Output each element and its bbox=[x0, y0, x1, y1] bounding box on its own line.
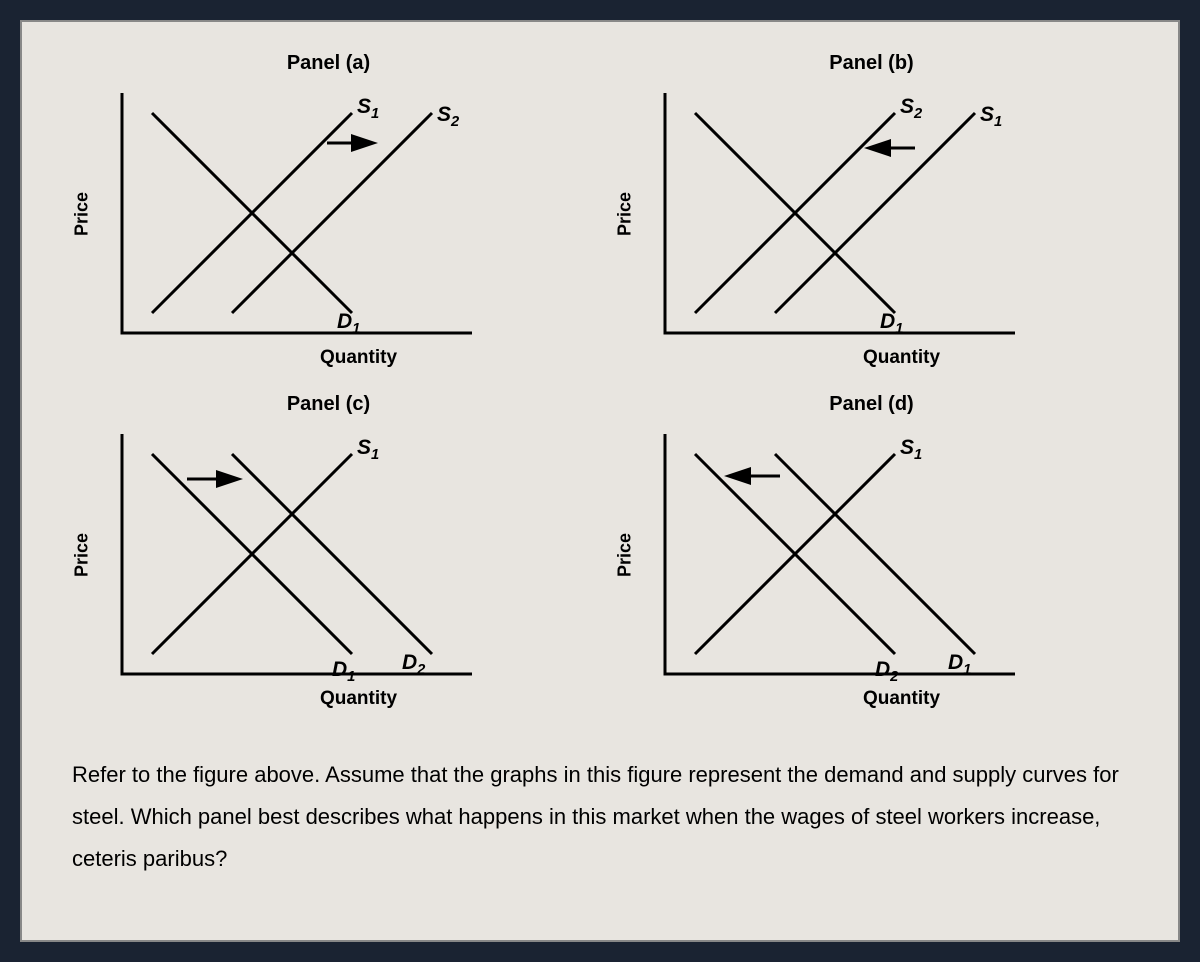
panel-a-xlabel: Quantity bbox=[132, 347, 585, 369]
panel-a-ylabel: Price bbox=[72, 191, 93, 235]
panel-c: Panel (c) Price S1 D1 D2 bbox=[72, 393, 585, 714]
svg-text:D2: D2 bbox=[402, 651, 426, 678]
svg-text:D1: D1 bbox=[880, 310, 903, 337]
panel-a: Panel (a) Price S1 bbox=[72, 52, 585, 373]
svg-text:S1: S1 bbox=[357, 95, 379, 122]
panel-c-xlabel: Quantity bbox=[132, 688, 585, 710]
svg-text:S1: S1 bbox=[980, 103, 1002, 130]
question-text: Refer to the figure above. Assume that t… bbox=[72, 754, 1128, 879]
panel-c-svg: S1 D1 D2 bbox=[72, 424, 492, 684]
panel-a-svg: S1 S2 D1 bbox=[72, 83, 492, 343]
panel-b-chart: Price S2 S1 D1 bbox=[615, 83, 1128, 373]
panel-b-xlabel: Quantity bbox=[675, 347, 1128, 369]
panel-d-xlabel: Quantity bbox=[675, 688, 1128, 710]
panel-d-chart: Price S1 D2 D1 bbox=[615, 424, 1128, 714]
panel-a-title: Panel (a) bbox=[72, 52, 585, 75]
panel-b: Panel (b) Price S2 S1 D1 bbox=[615, 52, 1128, 373]
svg-text:D1: D1 bbox=[337, 310, 360, 337]
panel-a-chart: Price S1 S2 bbox=[72, 83, 585, 373]
panel-b-title: Panel (b) bbox=[615, 52, 1128, 75]
panel-d-title: Panel (d) bbox=[615, 393, 1128, 416]
svg-text:S2: S2 bbox=[900, 95, 923, 122]
svg-text:S2: S2 bbox=[437, 103, 460, 130]
svg-text:D1: D1 bbox=[332, 658, 355, 684]
svg-text:S1: S1 bbox=[900, 436, 922, 463]
panel-b-svg: S2 S1 D1 bbox=[615, 83, 1035, 343]
svg-text:D2: D2 bbox=[875, 658, 899, 684]
panel-d-svg: S1 D2 D1 bbox=[615, 424, 1035, 684]
panel-c-ylabel: Price bbox=[72, 532, 93, 576]
figure-page: Panel (a) Price S1 bbox=[20, 20, 1180, 942]
svg-text:D1: D1 bbox=[948, 651, 971, 678]
panel-d: Panel (d) Price S1 D2 D1 bbox=[615, 393, 1128, 714]
svg-text:S1: S1 bbox=[357, 436, 379, 463]
panel-c-title: Panel (c) bbox=[72, 393, 585, 416]
panel-c-chart: Price S1 D1 D2 bbox=[72, 424, 585, 714]
panel-d-ylabel: Price bbox=[615, 532, 636, 576]
panels-grid: Panel (a) Price S1 bbox=[72, 52, 1128, 714]
panel-b-ylabel: Price bbox=[615, 191, 636, 235]
